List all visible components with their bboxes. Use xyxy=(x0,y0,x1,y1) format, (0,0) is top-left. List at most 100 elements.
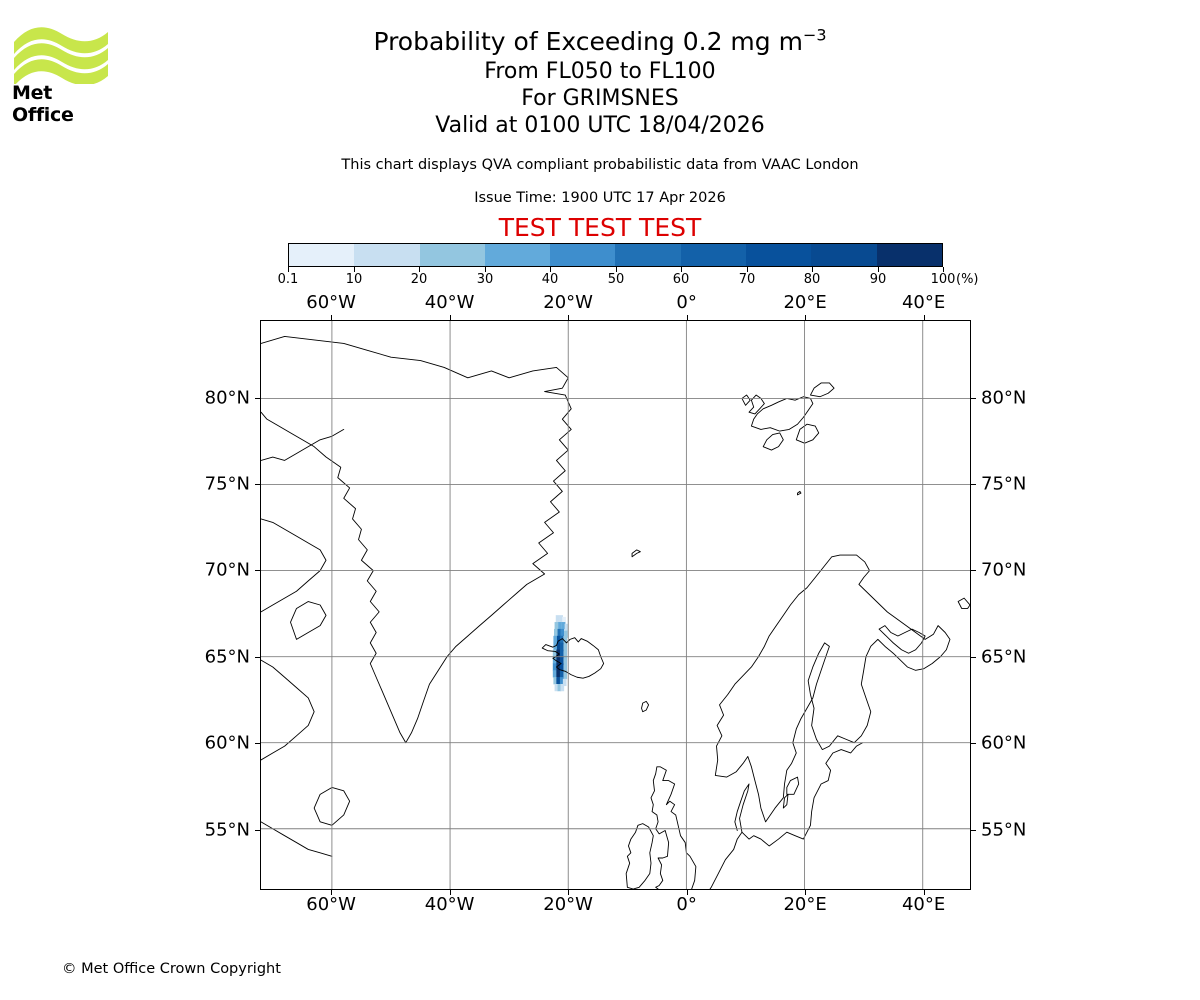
map-canvas xyxy=(261,321,970,889)
colorbar-band-4 xyxy=(550,244,616,266)
colorbar-band-9 xyxy=(876,244,942,266)
issue-time: Issue Time: 1900 UTC 17 Apr 2026 xyxy=(474,190,726,206)
lat-tick-left-55°N xyxy=(255,829,260,831)
ash-cell-19 xyxy=(552,649,557,657)
page-title: Probability of Exceeding 0.2 mg m−3 xyxy=(0,26,1200,58)
ash-cell-10 xyxy=(564,630,568,638)
lat-label-right-65°N: 65°N xyxy=(981,646,1027,668)
coastline-labrador xyxy=(261,659,315,761)
lat-tick-left-80°N xyxy=(255,397,260,399)
colorbar-tick-label-40: 40 xyxy=(541,272,559,287)
colorbar-tick-40 xyxy=(550,267,551,272)
lon-tick-bottom-0° xyxy=(686,890,688,895)
coastline-white_sea xyxy=(878,625,926,654)
lat-tick-right-70°N xyxy=(971,570,976,572)
ash-cell-8 xyxy=(557,628,562,637)
colorbar-tick-90 xyxy=(878,267,879,272)
lat-label-left-75°N: 75°N xyxy=(204,473,250,495)
lon-label-top-0°: 0° xyxy=(676,292,697,313)
ash-cell-4 xyxy=(558,622,562,630)
lat-tick-right-60°N xyxy=(971,743,976,745)
ash-cell-21 xyxy=(559,649,564,657)
colorbar-tick-50 xyxy=(616,267,617,272)
lat-tick-right-55°N xyxy=(971,829,976,831)
lon-label-top-40°E: 40°E xyxy=(901,292,946,313)
ash-cell-1 xyxy=(559,615,563,623)
map-panel[interactable] xyxy=(260,320,971,890)
colorbar-tick-label-0.1: 0.1 xyxy=(277,272,299,287)
logo-wave-3 xyxy=(14,59,108,84)
ash-cell-16 xyxy=(556,642,561,650)
colorbar-band-3 xyxy=(484,244,551,266)
lon-label-top-60°W: 60°W xyxy=(306,292,356,313)
ash-cell-38 xyxy=(562,678,567,687)
lon-label-bottom-20°E: 20°E xyxy=(783,894,827,915)
ash-cell-35 xyxy=(553,677,558,685)
colorbar-tick-label-60: 60 xyxy=(672,272,690,287)
ash-cell-2 xyxy=(562,616,566,625)
colorbar-tick-label-100: 100 xyxy=(930,272,956,287)
ash-cell-3 xyxy=(554,622,559,630)
ash-cell-37 xyxy=(559,677,564,685)
coastline-kolguev xyxy=(957,597,970,609)
lat-label-left-55°N: 55°N xyxy=(204,819,250,841)
lon-tick-bottom-40°E xyxy=(923,890,925,895)
coastline-faroes xyxy=(641,700,650,713)
lat-tick-right-80°N xyxy=(971,397,976,399)
coastline-greenland xyxy=(261,335,572,744)
ash-cell-18 xyxy=(563,644,568,652)
ash-cell-30 xyxy=(563,665,568,673)
ash-cell-36 xyxy=(556,677,561,685)
lon-label-top-20°W: 20°W xyxy=(543,292,593,313)
colorbar-tick-10 xyxy=(354,267,355,272)
coastline-nz_land xyxy=(810,382,835,398)
ash-cell-31 xyxy=(552,670,557,678)
coastline-ireland xyxy=(625,823,654,889)
colorbar-bands xyxy=(288,243,943,267)
ash-cell-17 xyxy=(559,642,564,650)
ash-cell-11 xyxy=(553,635,558,644)
colorbar-tick-label-10: 10 xyxy=(345,272,363,287)
ash-cell-9 xyxy=(560,628,565,637)
colorbar-tick-80 xyxy=(812,267,813,272)
colorbar-tick-label-70: 70 xyxy=(738,272,756,287)
colorbar-tick-30 xyxy=(485,267,486,272)
lat-tick-left-60°N xyxy=(255,743,260,745)
lon-tick-top-20°E xyxy=(805,315,807,320)
lat-tick-right-65°N xyxy=(971,656,976,658)
ash-cell-26 xyxy=(563,658,568,666)
ash-cell-40 xyxy=(557,684,562,692)
colorbar-tick-70 xyxy=(747,267,748,272)
lon-tick-top-20°W xyxy=(568,315,570,320)
lon-label-bottom-0°: 0° xyxy=(676,894,697,915)
ash-cell-34 xyxy=(563,671,568,680)
ash-cell-7 xyxy=(553,628,558,637)
lon-tick-top-40°W xyxy=(449,315,451,320)
lat-tick-left-65°N xyxy=(255,656,260,658)
lat-tick-right-75°N xyxy=(971,484,976,486)
probability-colorbar: 0.1 10 20 30 40 50 60 70 80 90 100 (%) xyxy=(278,243,979,287)
coastlines xyxy=(261,335,970,889)
ash-cell-6 xyxy=(564,623,569,631)
lon-tick-top-40°E xyxy=(923,315,925,320)
ash-cell-22 xyxy=(563,651,568,659)
lat-label-left-60°N: 60°N xyxy=(204,732,250,754)
lat-tick-left-70°N xyxy=(255,570,260,572)
lon-tick-top-60°W xyxy=(331,315,333,320)
colorbar-band-0 xyxy=(289,244,355,266)
coastline-svalbard_nw xyxy=(741,394,751,406)
graticule-gridlines xyxy=(261,321,970,889)
lat-label-right-55°N: 55°N xyxy=(981,819,1027,841)
ash-probability-cells xyxy=(552,615,569,692)
logo-wave-1 xyxy=(14,27,108,54)
colorbar-band-1 xyxy=(354,244,420,266)
coastline-svalbard_edge xyxy=(795,423,820,444)
colorbar-tick-label-90: 90 xyxy=(869,272,887,287)
colorbar-band-7 xyxy=(746,244,812,266)
lon-tick-bottom-40°W xyxy=(449,890,451,895)
ash-cell-28 xyxy=(556,663,561,671)
lon-label-top-40°W: 40°W xyxy=(424,292,475,313)
lat-label-left-65°N: 65°N xyxy=(204,646,250,668)
ash-cell-41 xyxy=(560,684,565,692)
coastline-scandinavia xyxy=(714,554,951,823)
